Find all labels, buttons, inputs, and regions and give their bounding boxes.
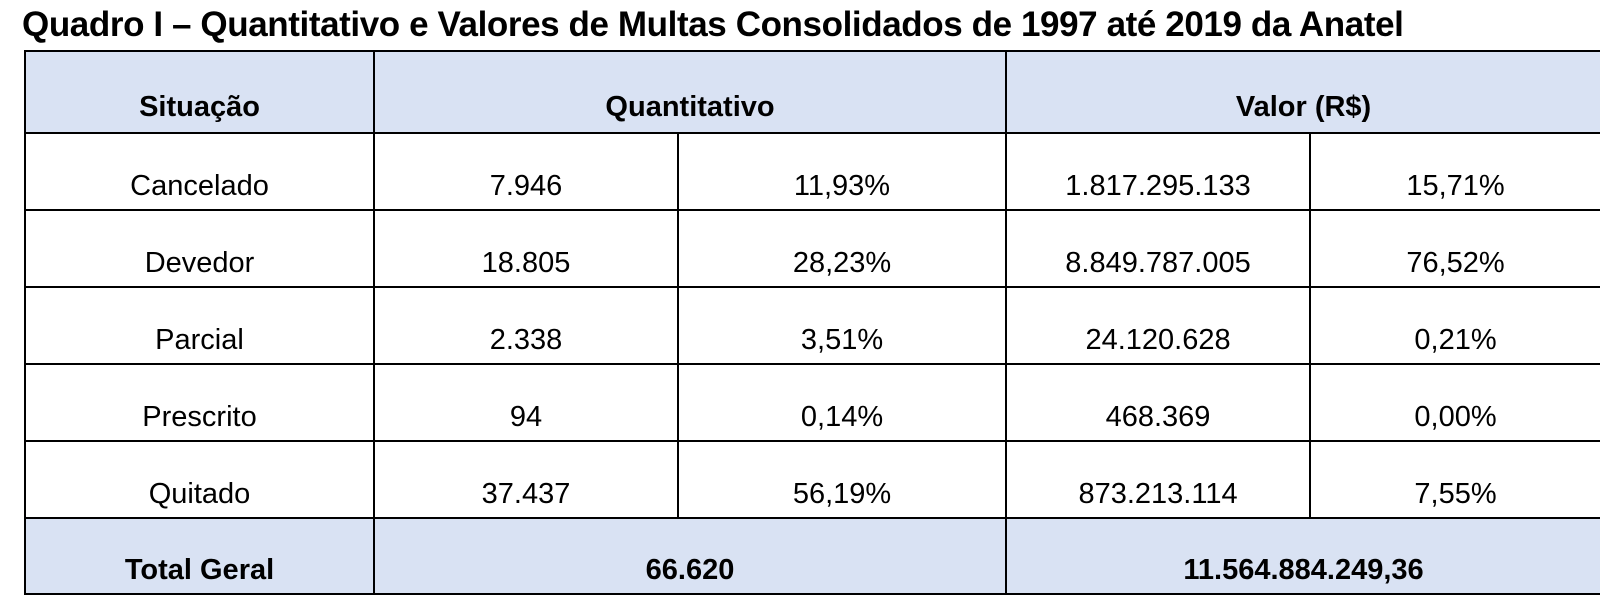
cell-situacao: Prescrito (24, 363, 375, 442)
header-row: Situação Quantitativo Valor (R$) (24, 50, 1600, 134)
header-situacao: Situação (24, 50, 375, 134)
total-quantidade: 66.620 (373, 517, 1008, 595)
cell-situacao: Devedor (24, 209, 375, 288)
cell-quantidade: 18.805 (373, 209, 679, 288)
table-row: Quitado 37.437 56,19% 873.213.114 7,55% (24, 440, 1600, 519)
table-row: Cancelado 7.946 11,93% 1.817.295.133 15,… (24, 132, 1600, 211)
cell-valor: 468.369 (1005, 363, 1312, 442)
cell-quantidade-pct: 56,19% (676, 440, 1008, 519)
cell-valor-pct: 7,55% (1309, 440, 1600, 519)
cell-situacao: Cancelado (24, 132, 375, 211)
header-valor: Valor (R$) (1005, 50, 1600, 134)
cell-valor: 1.817.295.133 (1005, 132, 1312, 211)
cell-quantidade-pct: 0,14% (676, 363, 1008, 442)
cell-situacao: Parcial (24, 286, 375, 365)
cell-quantidade: 7.946 (373, 132, 679, 211)
table-row: Parcial 2.338 3,51% 24.120.628 0,21% (24, 286, 1600, 365)
document-title: Quadro I – Quantitativo e Valores de Mul… (22, 5, 1404, 44)
cell-quantidade-pct: 28,23% (676, 209, 1008, 288)
table-row: Devedor 18.805 28,23% 8.849.787.005 76,5… (24, 209, 1600, 288)
total-row: Total Geral 66.620 11.564.884.249,36 (24, 517, 1600, 595)
cell-quantidade: 2.338 (373, 286, 679, 365)
cell-valor-pct: 0,21% (1309, 286, 1600, 365)
cell-quantidade: 94 (373, 363, 679, 442)
cell-quantidade: 37.437 (373, 440, 679, 519)
header-quantitativo: Quantitativo (372, 50, 1008, 134)
total-valor: 11.564.884.249,36 (1005, 517, 1600, 595)
cell-situacao: Quitado (24, 440, 375, 519)
cell-quantidade-pct: 11,93% (676, 132, 1008, 211)
table-row: Prescrito 94 0,14% 468.369 0,00% (24, 363, 1600, 442)
cell-valor: 24.120.628 (1005, 286, 1312, 365)
cell-valor-pct: 0,00% (1309, 363, 1600, 442)
cell-valor-pct: 76,52% (1309, 209, 1600, 288)
cell-quantidade-pct: 3,51% (676, 286, 1008, 365)
total-label: Total Geral (24, 517, 375, 595)
cell-valor: 8.849.787.005 (1005, 209, 1312, 288)
cell-valor: 873.213.114 (1005, 440, 1312, 519)
cell-valor-pct: 15,71% (1309, 132, 1600, 211)
fines-table: Situação Quantitativo Valor (R$) Cancela… (24, 50, 1600, 595)
